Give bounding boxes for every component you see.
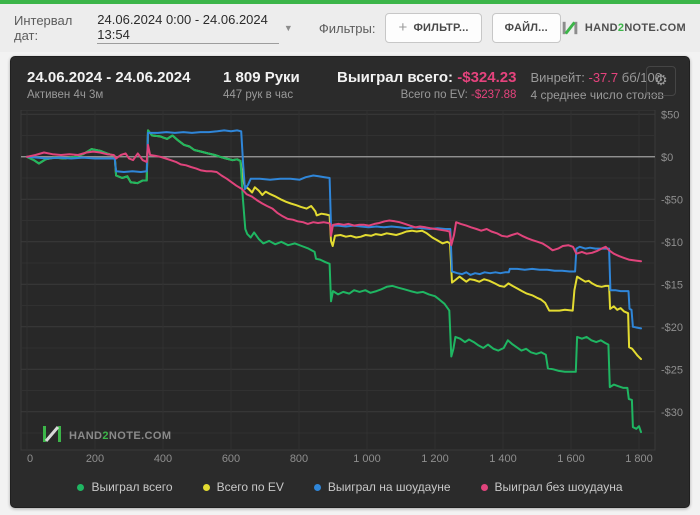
x-axis-tick-label: 1 000 [353, 453, 381, 465]
brand-text: HAND2NOTE.COM [584, 22, 686, 34]
hand2note-h-icon [562, 21, 578, 35]
plus-icon: + [398, 18, 408, 36]
winrate-value: -37.7 [588, 70, 619, 85]
filters-label: Фильтры: [318, 20, 376, 36]
stat-date-range: 24.06.2024 - 24.06.2024 Активен 4ч 3м [27, 68, 223, 103]
legend-dot-icon [313, 483, 321, 491]
hands-per-hour: 447 рук в час [223, 89, 294, 101]
file-button-label: ФАЙЛ... [504, 22, 548, 34]
session-active-time: Активен 4ч 3м [27, 89, 104, 101]
winrate-unit: бб/100 [621, 70, 662, 85]
winnings-chart-svg: $50 $0 -$50 -$100 -$150 -$200 -$250 -$300 0 200 40… [20, 109, 689, 465]
date-range-picker[interactable]: 24.06.2024 0:00 - 24.06.2024 13:54 ▼ [97, 12, 293, 44]
ev-total-label: Всего по EV: [400, 89, 468, 101]
winnings-chart: $50 $0 -$50 -$100 -$150 -$200 -$250 -$300 0 200 40… [11, 109, 689, 473]
gear-icon: ⚙ [654, 72, 668, 89]
legend-label: Выиграл на шоудауне [327, 480, 451, 494]
x-axis-tick-label: 200 [86, 453, 104, 465]
legend-item[interactable]: Всего по EV [202, 480, 284, 494]
date-range-value[interactable]: 24.06.2024 0:00 - 24.06.2024 13:54 [97, 12, 279, 44]
chart-settings-button[interactable]: ⚙ [646, 66, 676, 96]
x-axis-tick-label: 400 [154, 453, 172, 465]
won-total-value: -$324.23 [457, 69, 517, 86]
chart-legend: Выиграл всего Всего по EV Выиграл на шоуда… [11, 473, 689, 501]
legend-item[interactable]: Выиграл всего [77, 480, 173, 494]
series-line-Выиграл без шоудауна [26, 143, 642, 263]
legend-dot-icon [77, 483, 85, 491]
series-line-Выиграл всего [26, 129, 642, 434]
top-accent-bar [0, 0, 700, 4]
x-axis-tick-label: 1 600 [557, 453, 585, 465]
legend-item[interactable]: Выиграл без шоудауна [480, 480, 623, 494]
y-axis-tick-label: $50 [661, 110, 679, 121]
file-button[interactable]: ФАЙЛ... [491, 13, 561, 43]
series-line-Выиграл на шоудауне [26, 129, 642, 330]
stat-winnings: Выиграл всего: -$324.23 Всего по EV: -$2… [337, 68, 516, 103]
top-toolbar: Интервал дат: 24.06.2024 0:00 - 24.06.20… [0, 4, 700, 52]
ev-total-value: -$237.88 [471, 89, 517, 101]
y-axis-tick-label: -$200 [661, 322, 683, 334]
x-axis-tick-label: 1 400 [489, 453, 517, 465]
winrate-row: Винрейт: -37.7 бб/100 [530, 68, 663, 87]
y-axis-tick-label: -$250 [661, 364, 683, 376]
y-axis-tick-label: -$300 [661, 407, 683, 419]
avg-tables-info: 4 среднее число столов [530, 88, 664, 102]
filter-button-label: ФИЛЬТР... [413, 22, 469, 34]
chevron-down-icon[interactable]: ▼ [283, 23, 293, 33]
won-total-label: Выиграл всего: [337, 69, 454, 86]
plot-area [20, 109, 656, 451]
svg-text:HAND2NOTE.COM: HAND2NOTE.COM [69, 430, 171, 442]
legend-label: Выиграл всего [91, 480, 173, 494]
interval-label: Интервал дат: [14, 13, 73, 43]
x-axis-tick-label: 0 [27, 453, 33, 465]
session-report-panel: 24.06.2024 - 24.06.2024 Активен 4ч 3м 1 … [10, 56, 690, 508]
x-axis-tick-label: 600 [222, 453, 240, 465]
chart-watermark-logo: HAND2NOTE.COM [43, 426, 171, 442]
hands-total: 1 809 Руки [223, 69, 300, 86]
x-axis-tick-label: 1 800 [625, 453, 653, 465]
x-axis-tick-label: 800 [290, 453, 308, 465]
stat-winrate: Винрейт: -37.7 бб/100 4 среднее число ст… [530, 68, 663, 103]
won-total-row: Выиграл всего: -$324.23 [337, 68, 516, 87]
hand2note-logo: HAND2NOTE.COM [561, 19, 686, 37]
y-axis-tick-label: -$50 [661, 194, 683, 206]
stat-hands: 1 809 Руки 447 рук в час [223, 68, 333, 103]
legend-item[interactable]: Выиграл на шоудауне [313, 480, 451, 494]
y-axis-tick-label: -$100 [661, 237, 683, 249]
session-stats-header: 24.06.2024 - 24.06.2024 Активен 4ч 3м 1 … [11, 57, 689, 110]
legend-dot-icon [480, 483, 488, 491]
y-axis-tick-label: $0 [661, 152, 673, 164]
y-axis-tick-label: -$150 [661, 279, 683, 291]
winrate-label: Винрейт: [530, 70, 585, 85]
legend-dot-icon [202, 483, 210, 491]
session-date-range: 24.06.2024 - 24.06.2024 [27, 69, 191, 86]
x-axis-tick-label: 1 200 [421, 453, 449, 465]
legend-label: Выиграл без шоудауна [494, 480, 623, 494]
filter-button[interactable]: + ФИЛЬТР... [385, 13, 482, 43]
ev-total-row: Всего по EV: -$237.88 [337, 87, 517, 103]
legend-label: Всего по EV [216, 480, 284, 494]
